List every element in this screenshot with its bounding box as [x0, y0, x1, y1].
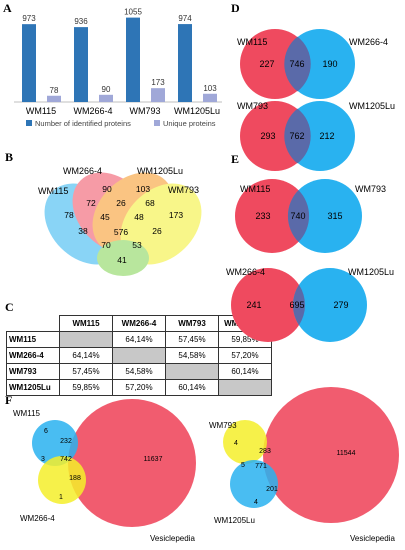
venn-f2-value: 11544 [337, 450, 356, 457]
venn-f1-label-wm266: WM266-4 [20, 514, 55, 523]
venn-f1-label-wm115: WM115 [13, 409, 41, 418]
venn-f1-value: 3 [41, 456, 45, 463]
venn-f1-value: 188 [69, 475, 81, 482]
venn-f1-value: 742 [60, 456, 72, 463]
venn-f1-value: 6 [44, 428, 48, 435]
venn-f2-value: 201 [266, 486, 278, 493]
venn-f2-value: 4 [254, 499, 258, 506]
venn-f2-label-wm1205: WM1205Lu [214, 516, 255, 525]
venn-f2-label-wm793: WM793 [209, 421, 237, 430]
venn-f2-circle-vesiclepedia [263, 387, 399, 523]
venn-f2-label-vesiclepedia: Vesiclepedia [350, 534, 395, 543]
venn-f1-value: 1 [59, 494, 63, 501]
venn-f2-value: 4 [234, 440, 238, 447]
venn-f2-value: 771 [255, 463, 267, 470]
venn-f2-value: 5 [241, 462, 245, 469]
venn-f1-value: 232 [60, 438, 72, 445]
venn-f2-value: 283 [259, 448, 271, 455]
venn-f1-circle-vesiclepedia [68, 399, 196, 527]
venn-f1-label-vesiclepedia: Vesiclepedia [150, 534, 195, 543]
venn-f1-value: 11637 [144, 456, 163, 463]
